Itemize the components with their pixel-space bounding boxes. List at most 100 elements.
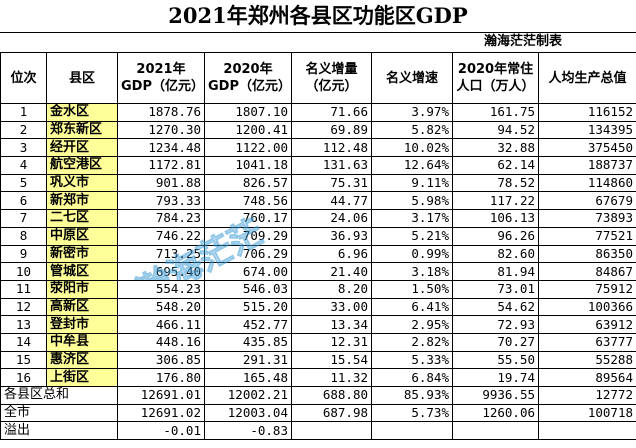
cell-increase[interactable]: 44.77 bbox=[291, 191, 372, 211]
cell-gdp-2020[interactable]: 1807.10 bbox=[204, 103, 292, 122]
cell-gdp-2021[interactable]: 793.33 bbox=[117, 191, 205, 211]
cell-district[interactable]: 巩义市 bbox=[46, 173, 118, 193]
cell-growth[interactable] bbox=[371, 421, 453, 441]
cell-gdp-2020[interactable]: -0.83 bbox=[204, 421, 292, 441]
cell-gdp-2020[interactable]: 709.29 bbox=[204, 226, 292, 246]
cell-growth[interactable]: 5.21% bbox=[371, 226, 453, 246]
cell-rank[interactable]: 7 bbox=[0, 209, 47, 228]
header-nominal-growth[interactable]: 名义增速 bbox=[371, 52, 453, 104]
cell-increase[interactable]: 21.40 bbox=[291, 262, 372, 281]
cell-district[interactable]: 上街区 bbox=[46, 368, 118, 387]
cell-growth[interactable]: 1.50% bbox=[371, 279, 453, 299]
cell-gdp-2021[interactable]: 548.20 bbox=[117, 297, 205, 317]
header-gdp-2020[interactable]: 2020年GDP（亿元） bbox=[204, 52, 292, 104]
cell-increase[interactable] bbox=[291, 421, 372, 441]
cell-district[interactable]: 二七区 bbox=[46, 209, 118, 228]
cell-per-capita[interactable]: 116152 bbox=[538, 103, 636, 122]
cell-population[interactable]: 82.60 bbox=[452, 244, 539, 264]
cell-population[interactable]: 54.62 bbox=[452, 297, 539, 317]
cell-growth[interactable]: 5.73% bbox=[371, 403, 453, 423]
cell-population[interactable]: 9936.55 bbox=[452, 386, 539, 405]
cell-per-capita[interactable]: 12772 bbox=[538, 386, 636, 405]
cell-rank[interactable]: 12 bbox=[0, 297, 47, 317]
cell-population[interactable]: 117.22 bbox=[452, 191, 539, 211]
cell-district[interactable]: 管城区 bbox=[46, 262, 118, 281]
cell-growth[interactable]: 3.17% bbox=[371, 209, 453, 228]
cell-gdp-2021[interactable]: 1234.48 bbox=[117, 138, 205, 158]
cell-increase[interactable]: 11.32 bbox=[291, 368, 372, 387]
cell-rank[interactable]: 13 bbox=[0, 315, 47, 334]
cell-rank[interactable]: 15 bbox=[0, 350, 47, 370]
cell-rank[interactable]: 9 bbox=[0, 244, 47, 264]
cell-district[interactable]: 惠济区 bbox=[46, 350, 118, 370]
cell-gdp-2020[interactable]: 12002.21 bbox=[204, 386, 292, 405]
cell-gdp-2020[interactable]: 674.00 bbox=[204, 262, 292, 281]
cell-rank[interactable]: 16 bbox=[0, 368, 47, 387]
cell-gdp-2021[interactable]: 554.23 bbox=[117, 279, 205, 299]
cell-gdp-2021[interactable]: 1878.76 bbox=[117, 103, 205, 122]
cell-rank[interactable]: 10 bbox=[0, 262, 47, 281]
summary-label[interactable]: 溢出 bbox=[0, 421, 118, 441]
cell-population[interactable]: 70.27 bbox=[452, 332, 539, 352]
cell-per-capita[interactable]: 114860 bbox=[538, 173, 636, 193]
cell-gdp-2020[interactable]: 546.03 bbox=[204, 279, 292, 299]
cell-per-capita[interactable]: 55288 bbox=[538, 350, 636, 370]
cell-growth[interactable]: 0.99% bbox=[371, 244, 453, 264]
cell-population[interactable]: 62.14 bbox=[452, 156, 539, 175]
cell-population[interactable]: 73.01 bbox=[452, 279, 539, 299]
cell-gdp-2021[interactable]: 784.23 bbox=[117, 209, 205, 228]
cell-district[interactable]: 新密市 bbox=[46, 244, 118, 264]
cell-per-capita[interactable]: 67679 bbox=[538, 191, 636, 211]
cell-population[interactable]: 106.13 bbox=[452, 209, 539, 228]
cell-gdp-2020[interactable]: 1200.41 bbox=[204, 120, 292, 140]
cell-per-capita[interactable]: 375450 bbox=[538, 138, 636, 158]
cell-gdp-2021[interactable]: -0.01 bbox=[117, 421, 205, 441]
cell-gdp-2021[interactable]: 176.80 bbox=[117, 368, 205, 387]
cell-district[interactable]: 高新区 bbox=[46, 297, 118, 317]
cell-gdp-2021[interactable]: 448.16 bbox=[117, 332, 205, 352]
cell-per-capita[interactable]: 100366 bbox=[538, 297, 636, 317]
cell-per-capita[interactable]: 100718 bbox=[538, 403, 636, 423]
cell-increase[interactable]: 71.66 bbox=[291, 103, 372, 122]
cell-growth[interactable]: 5.82% bbox=[371, 120, 453, 140]
cell-increase[interactable]: 36.93 bbox=[291, 226, 372, 246]
cell-increase[interactable]: 687.98 bbox=[291, 403, 372, 423]
cell-per-capita[interactable]: 188737 bbox=[538, 156, 636, 175]
cell-rank[interactable]: 5 bbox=[0, 173, 47, 193]
header-per-capita[interactable]: 人均生产总值 bbox=[538, 52, 636, 104]
cell-growth[interactable]: 10.02% bbox=[371, 138, 453, 158]
cell-per-capita[interactable]: 89564 bbox=[538, 368, 636, 387]
cell-gdp-2021[interactable]: 12691.01 bbox=[117, 386, 205, 405]
cell-gdp-2020[interactable]: 12003.04 bbox=[204, 403, 292, 423]
cell-gdp-2021[interactable]: 1172.81 bbox=[117, 156, 205, 175]
cell-population[interactable]: 96.26 bbox=[452, 226, 539, 246]
cell-gdp-2021[interactable]: 466.11 bbox=[117, 315, 205, 334]
cell-gdp-2021[interactable]: 1270.30 bbox=[117, 120, 205, 140]
cell-gdp-2020[interactable]: 435.85 bbox=[204, 332, 292, 352]
cell-rank[interactable]: 2 bbox=[0, 120, 47, 140]
cell-growth[interactable]: 6.84% bbox=[371, 368, 453, 387]
cell-growth[interactable]: 3.18% bbox=[371, 262, 453, 281]
cell-gdp-2020[interactable]: 748.56 bbox=[204, 191, 292, 211]
cell-gdp-2021[interactable]: 746.22 bbox=[117, 226, 205, 246]
cell-population[interactable]: 19.74 bbox=[452, 368, 539, 387]
cell-per-capita[interactable]: 73893 bbox=[538, 209, 636, 228]
cell-population[interactable] bbox=[452, 421, 539, 441]
cell-per-capita[interactable]: 63777 bbox=[538, 332, 636, 352]
cell-gdp-2021[interactable]: 306.85 bbox=[117, 350, 205, 370]
cell-per-capita[interactable]: 86350 bbox=[538, 244, 636, 264]
cell-rank[interactable]: 1 bbox=[0, 103, 47, 122]
cell-increase[interactable]: 24.06 bbox=[291, 209, 372, 228]
cell-district[interactable]: 郑东新区 bbox=[46, 120, 118, 140]
cell-increase[interactable]: 69.89 bbox=[291, 120, 372, 140]
cell-increase[interactable]: 8.20 bbox=[291, 279, 372, 299]
cell-per-capita[interactable]: 63912 bbox=[538, 315, 636, 334]
cell-gdp-2020[interactable]: 165.48 bbox=[204, 368, 292, 387]
cell-rank[interactable]: 6 bbox=[0, 191, 47, 211]
cell-rank[interactable]: 4 bbox=[0, 156, 47, 175]
cell-gdp-2021[interactable]: 713.25 bbox=[117, 244, 205, 264]
cell-gdp-2020[interactable]: 1122.00 bbox=[204, 138, 292, 158]
cell-growth[interactable]: 5.98% bbox=[371, 191, 453, 211]
cell-increase[interactable]: 15.54 bbox=[291, 350, 372, 370]
cell-population[interactable]: 78.52 bbox=[452, 173, 539, 193]
